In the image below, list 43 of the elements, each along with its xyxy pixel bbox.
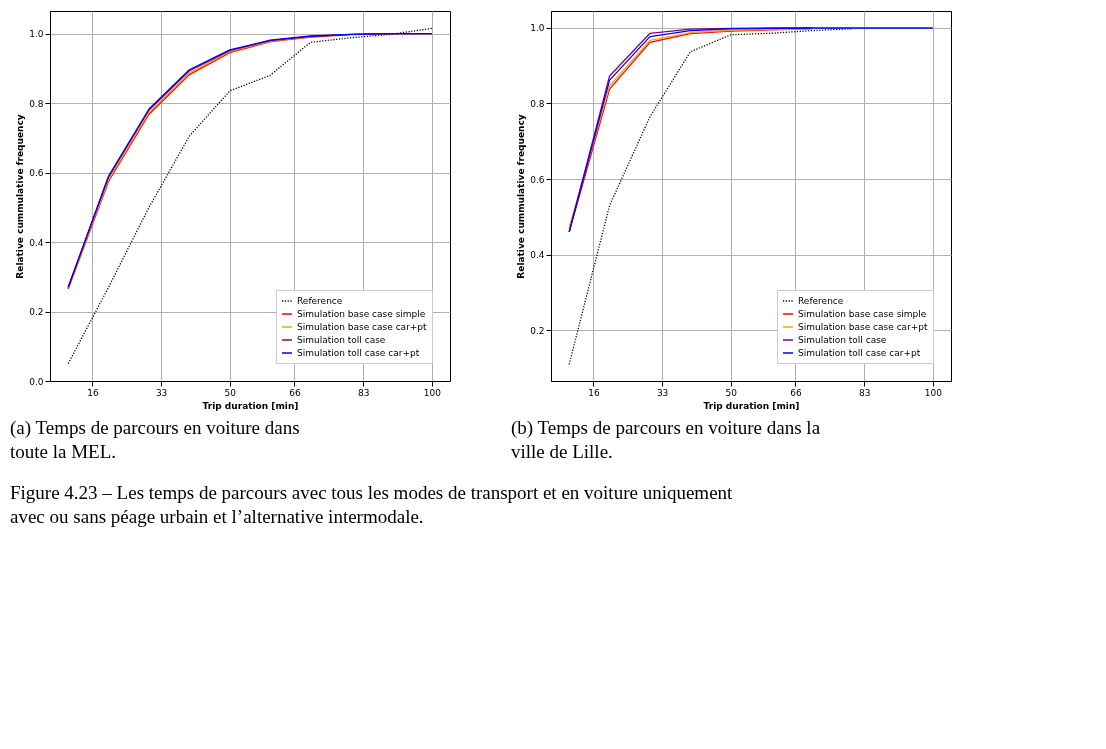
- y-tick-label: 0.2: [530, 325, 545, 336]
- text: (a) Temps de parcours en voiture dans toute la MEL.: [10, 417, 300, 462]
- x-tick-label: 83: [858, 387, 871, 398]
- legend-label: Simulation toll case car+pt: [297, 348, 420, 358]
- y-tick-label: 0.2: [29, 307, 44, 318]
- legend-label: Simulation base case simple: [297, 309, 426, 319]
- legend-label: Simulation base case car+pt: [798, 322, 929, 332]
- x-tick-label: 33: [155, 387, 168, 398]
- x-tick-label: 50: [725, 387, 738, 398]
- legend-label: Simulation toll case: [798, 335, 887, 345]
- x-tick-label: 66: [289, 387, 301, 398]
- x-axis-title: Trip duration [min]: [202, 400, 299, 411]
- x-tick-label: 50: [224, 387, 237, 398]
- y-tick-label: 1.0: [29, 29, 44, 40]
- x-tick-label: 83: [357, 387, 370, 398]
- caption: Figure 4.23 – Les temps de parcours avec tous les modes de transport et en voiture uniquement avec ou sans péage urbain et l’alternative intermodale.: [10, 482, 734, 527]
- x-tick-label: 66: [790, 387, 802, 398]
- legend-label: Simulation base case car+pt: [297, 322, 428, 332]
- x-tick-label: 33: [656, 387, 669, 398]
- y-axis-title: Relative cummulative frequency: [15, 114, 26, 279]
- x-tick-label: 100: [423, 387, 442, 398]
- y-tick-label: 1.0: [530, 23, 545, 34]
- legend-label: Reference: [297, 296, 343, 306]
- y-axis-title: Relative cummulative frequency: [516, 114, 527, 279]
- line-series: [67, 27, 433, 365]
- legend-label: Reference: [798, 296, 844, 306]
- y-tick-label: 0.6: [29, 168, 44, 179]
- y-tick-label: 0.6: [530, 174, 545, 185]
- line-series: [67, 36, 312, 289]
- legend-label: Simulation base case simple: [798, 309, 927, 319]
- text: (b) Temps de parcours en voiture dans la ville de Lille.: [511, 417, 821, 462]
- x-tick-label: 100: [924, 387, 943, 398]
- y-tick-label: 0.8: [29, 98, 44, 109]
- y-tick-label: 0.4: [29, 237, 44, 248]
- x-axis-title: Trip duration [min]: [703, 400, 800, 411]
- x-tick-label: 16: [588, 387, 600, 398]
- line-series: [568, 27, 934, 233]
- y-tick-label: 0.8: [530, 99, 545, 109]
- legend-label: Simulation toll case car+pt: [798, 348, 921, 358]
- y-tick-label: 0.0: [29, 376, 44, 387]
- legend-label: Simulation toll case: [297, 335, 386, 345]
- y-tick-label: 0.4: [530, 250, 545, 261]
- x-tick-label: 16: [87, 387, 99, 398]
